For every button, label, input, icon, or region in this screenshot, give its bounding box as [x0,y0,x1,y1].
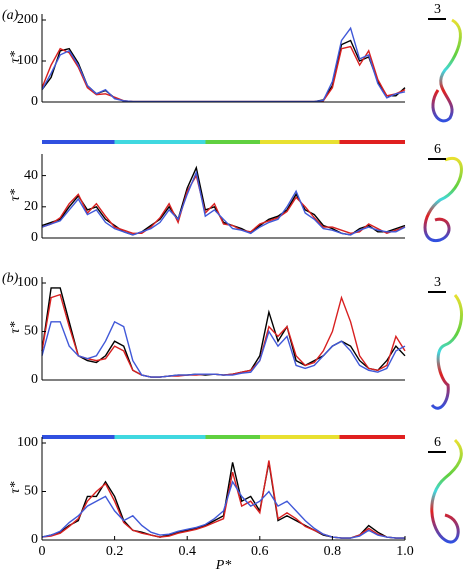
panel-label: (b) [2,271,19,286]
shapes [423,18,464,544]
series-line [41,287,406,378]
series-line [41,165,406,236]
x-tick-label: 1.0 [396,544,414,559]
scale-label: 3 [434,2,441,17]
shape-icon [431,18,462,123]
y-tick-label: 100 [17,435,38,450]
series-line [41,462,405,539]
y-tick-label: 0 [31,532,38,547]
y-tick-label: 200 [17,12,38,27]
colorbar [42,435,405,439]
x-tick-label: 0 [39,544,46,559]
series-line [41,170,406,236]
series-line [41,293,406,378]
series-line [41,320,406,378]
panel-label: (a) [2,8,19,23]
shape-icon [430,438,463,544]
y-axis-label: τ* [8,51,23,63]
y-tick-label: 0 [31,372,38,387]
x-tick-label: 0.8 [324,544,342,559]
y-axis-label: τ* [8,481,23,493]
scale-label: 6 [434,435,441,450]
shape-icon [430,294,464,410]
y-tick-label: 50 [24,324,38,339]
y-tick-label: 40 [24,168,38,183]
x-tick-label: 0.6 [251,544,269,559]
series-line [41,26,406,103]
y-axis-label: τ* [8,321,23,333]
y-tick-label: 0 [31,230,38,245]
y-tick-label: 0 [31,94,38,109]
scale-label: 3 [434,275,441,290]
x-axis-label: P* [215,558,232,573]
y-tick-label: 20 [24,199,38,214]
shape-icon [423,156,463,242]
scale-label: 6 [434,142,441,157]
y-tick-label: 100 [17,275,38,290]
series-line [41,173,406,235]
x-tick-label: 0.2 [106,544,124,559]
y-tick-label: 100 [17,53,38,68]
series-line [41,39,406,103]
y-tick-label: 50 [24,484,38,499]
colorbar [42,140,405,144]
series-line [41,480,405,539]
x-tick-label: 0.4 [178,544,196,559]
colorbars [42,140,405,439]
y-axis-label: τ* [8,189,23,201]
series-line [41,460,405,539]
